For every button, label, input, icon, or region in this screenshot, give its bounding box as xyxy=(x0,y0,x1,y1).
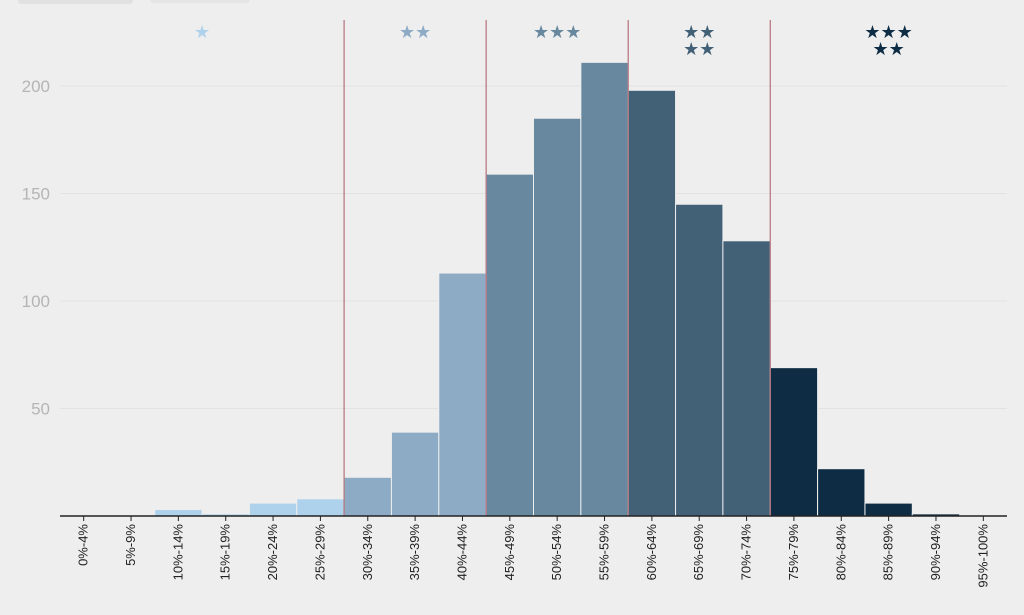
y-tick-label: 150 xyxy=(22,185,50,204)
top-tab-shadow-2 xyxy=(150,0,250,3)
bar-20%-24% xyxy=(248,502,298,517)
bar-25%-29% xyxy=(296,498,345,517)
tier-stars-label-line2: ★★ xyxy=(872,39,904,59)
x-tick-label: 5%-9% xyxy=(123,524,138,566)
bar-50%-54% xyxy=(533,117,582,517)
x-tick-label: 75%-79% xyxy=(786,524,801,581)
x-axis: 0%-4% 5%-9% 10%-14% 15%-19% 20%-24% 25%-29% 30… xyxy=(60,515,1007,588)
x-tick-label: 35%-39% xyxy=(407,524,422,581)
bar-45%-49% xyxy=(485,173,534,517)
x-tick-label: 70%-74% xyxy=(739,524,754,581)
bar-65%-69% xyxy=(675,203,724,517)
tier-stars-label: ★★★ xyxy=(864,22,912,42)
bar-35%-39% xyxy=(390,431,440,517)
bar-80%-84% xyxy=(817,468,866,517)
x-tick-label: 0%-4% xyxy=(76,524,91,566)
x-tick-label: 15%-19% xyxy=(218,524,233,581)
bar-85%-89% xyxy=(864,502,913,517)
x-tick-label: 85%-89% xyxy=(881,524,896,581)
tier-dividers xyxy=(343,20,771,516)
tier-stars-label: ★ xyxy=(194,22,210,42)
bar-75%-79% xyxy=(769,367,819,517)
x-tick-label: 60%-64% xyxy=(644,524,659,581)
tier-stars-label: ★★ xyxy=(683,22,715,42)
bars xyxy=(154,61,961,517)
x-tick-label: 45%-49% xyxy=(502,524,517,581)
bar-30%-34% xyxy=(343,476,392,517)
x-tick-label: 25%-29% xyxy=(312,524,327,581)
tier-stars-label-line2: ★★ xyxy=(683,39,715,59)
x-tick-label: 50%-54% xyxy=(549,524,564,581)
bar-10%-14% xyxy=(154,509,203,517)
x-tick-label: 55%-59% xyxy=(597,524,612,581)
tier-stars-label: ★★★ xyxy=(533,22,581,42)
bar-60%-64% xyxy=(627,89,677,517)
x-tick-label: 30%-34% xyxy=(360,524,375,581)
x-tick-label: 20%-24% xyxy=(265,524,280,581)
x-tick-label: 65%-69% xyxy=(691,524,706,581)
y-tick-label: 50 xyxy=(31,400,50,419)
bar-40%-44% xyxy=(438,272,487,517)
x-tick-label: 80%-84% xyxy=(833,524,848,581)
tier-star-labels: ★ ★★ ★★★ ★★★★★★★★★ xyxy=(194,22,913,59)
bar-70%-74% xyxy=(722,240,771,517)
x-tick-label: 95%-100% xyxy=(975,524,990,588)
bar-55%-59% xyxy=(580,61,629,517)
x-tick-label: 90%-94% xyxy=(928,524,943,581)
tier-stars-label: ★★ xyxy=(399,22,431,42)
y-tick-label: 100 xyxy=(22,292,50,311)
top-tab-shadow xyxy=(18,0,133,4)
y-tick-label: 200 xyxy=(22,77,50,96)
y-axis: 50 100 150 200 xyxy=(22,77,50,419)
x-tick-label: 40%-44% xyxy=(454,524,469,581)
x-tick-label: 10%-14% xyxy=(170,524,185,581)
